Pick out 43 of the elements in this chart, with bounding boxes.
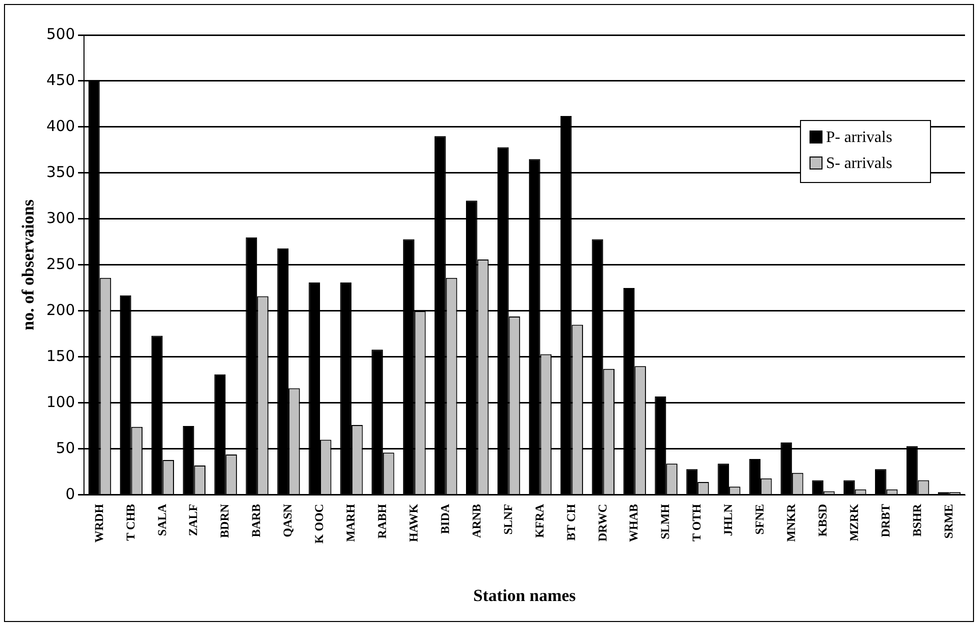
x-tick-label: ARNB	[469, 504, 484, 538]
x-tick-label: BARB	[249, 504, 264, 538]
x-tick-label: DRBT	[878, 504, 892, 538]
x-tick-label: SFNE	[752, 504, 767, 535]
y-tick-label: 200	[46, 300, 76, 319]
y-tick-label: 150	[46, 346, 76, 365]
y-tick-label: 100	[46, 392, 76, 411]
y-tick-label: 50	[56, 438, 76, 457]
y-tick-label: 0	[65, 484, 76, 503]
x-tick-label: HAWK	[406, 503, 420, 542]
x-tick-label: MNKR	[784, 504, 798, 542]
x-tick-label: SLNF	[500, 504, 515, 535]
x-tick-label: MARH	[344, 503, 358, 542]
x-tick-label: DRWC	[595, 504, 610, 542]
x-tick-label: T CHB	[123, 504, 138, 541]
y-tick-label: 350	[46, 162, 76, 181]
x-tick-label: BT CH	[564, 503, 578, 541]
x-tick-label: BDRN	[218, 504, 232, 538]
x-tick-label: BIDA	[438, 504, 452, 534]
x-tick-label: T OTH	[690, 503, 704, 542]
y-tick-label: 300	[46, 208, 76, 227]
y-tick-label: 450	[46, 70, 76, 89]
x-tick-label: SLMH	[658, 503, 672, 540]
x-tick-label: QASN	[280, 504, 295, 538]
x-tick-label: K OOC	[312, 504, 326, 544]
x-tick-label: WRDH	[92, 503, 106, 543]
x-axis-title: Station names	[473, 586, 576, 606]
x-tick-label: MZRK	[846, 503, 861, 542]
y-axis-title: no. of observaions	[18, 199, 38, 330]
x-tick-label: KBSD	[816, 504, 830, 537]
x-tick-label: RABH	[375, 503, 390, 539]
y-tick-label: 400	[46, 116, 76, 135]
x-tick-label: BSHR	[910, 504, 924, 537]
legend-label: P- arrivals	[826, 129, 892, 146]
y-tick-label: 250	[46, 254, 76, 273]
x-tick-label: WHAB	[626, 504, 641, 542]
x-tick-label: SALA	[154, 504, 169, 536]
x-tick-label: JHLN	[721, 504, 736, 536]
x-tick-label: KFRA	[532, 504, 546, 538]
y-tick-label: 500	[46, 24, 76, 43]
legend-label: S- arrivals	[826, 155, 892, 172]
x-tick-label: SRME	[941, 504, 956, 539]
x-tick-label: ZALF	[186, 504, 200, 536]
